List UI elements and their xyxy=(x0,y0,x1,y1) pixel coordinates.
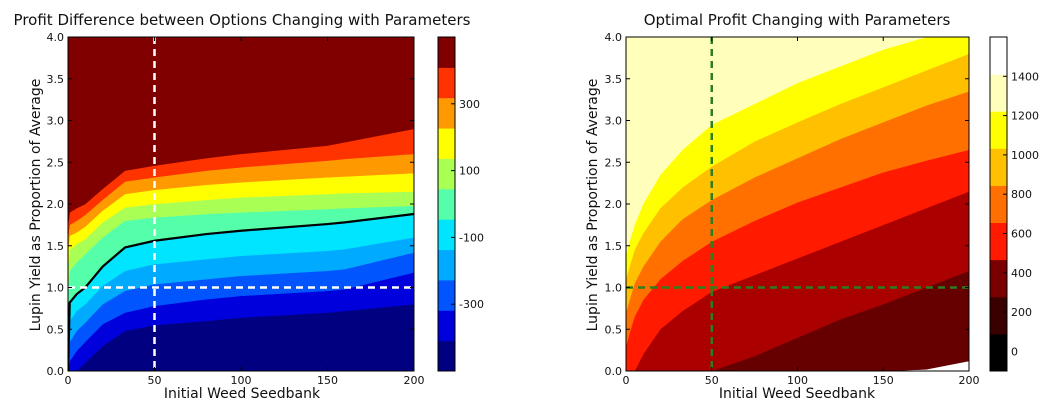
optimal-profit-panel: Optimal Profit Changing with Parameters … xyxy=(585,11,1039,402)
contour-plot-area: 0 50 100 150 200 0.0 0.5 1.0 1.5 2.0 2.5 3.0 3.5 4.0 xyxy=(605,31,980,387)
colorbar-segment xyxy=(438,188,455,220)
colorbar-tick-label: 300 xyxy=(459,98,480,111)
x-tick-label: 150 xyxy=(873,374,894,387)
y-tick-label: 3.0 xyxy=(47,115,65,128)
colorbar-frame xyxy=(989,36,1008,372)
x-tick-label: 150 xyxy=(317,374,338,387)
colorbar-tick-label: 1000 xyxy=(1011,149,1039,162)
y-tick-label: 0.5 xyxy=(605,323,623,336)
colorbar-segment xyxy=(990,222,1007,261)
colorbar-segment xyxy=(438,67,455,99)
y-tick-label: 4.0 xyxy=(605,31,623,44)
y-tick-label: 1.5 xyxy=(605,240,623,253)
colorbar-tick-label: 100 xyxy=(459,165,480,178)
colorbar-tick-label: 600 xyxy=(1011,227,1032,240)
colorbar-segment xyxy=(438,37,455,68)
x-tick-label: 100 xyxy=(787,374,808,387)
y-tick-label: 2.0 xyxy=(47,198,65,211)
colorbar-segment xyxy=(438,340,455,372)
y-tick-label: 0.5 xyxy=(47,323,65,336)
contour-plot-area: 0 50 100 150 200 0.0 0.5 1.0 1.5 2.0 2.5 3.0 3.5 4.0 xyxy=(47,31,425,387)
x-axis-label: Initial Weed Seedbank xyxy=(164,386,321,402)
profit-difference-panel: Profit Difference between Options Changi… xyxy=(14,11,484,402)
colorbar-segment xyxy=(990,148,1007,186)
y-tick-label: 3.0 xyxy=(605,115,623,128)
x-tick-label: 200 xyxy=(959,374,980,387)
y-tick-label: 0.0 xyxy=(605,365,623,378)
contour-band xyxy=(68,37,414,225)
x-tick-label: 50 xyxy=(705,374,719,387)
y-tick-label: 1.0 xyxy=(605,282,623,295)
colorbar-tick-label: 400 xyxy=(1011,267,1032,280)
colorbar-segment xyxy=(990,111,1007,149)
y-axis-label: Lupin Yield as Proportion of Average xyxy=(28,79,44,332)
colorbar-tick-label: -100 xyxy=(459,231,484,244)
colorbar-segment xyxy=(990,37,1007,75)
chart-title: Optimal Profit Changing with Parameters xyxy=(644,11,951,29)
colorbar-tick-label: -300 xyxy=(459,298,484,311)
colorbar-segment xyxy=(990,333,1007,372)
y-tick-label: 4.0 xyxy=(47,31,65,44)
colorbar-tick-label: 200 xyxy=(1011,306,1032,319)
y-tick-label: 1.0 xyxy=(47,282,65,295)
colorbar: -300 -100 100 300 xyxy=(437,36,484,372)
colorbar-segment xyxy=(438,158,455,190)
colorbar-segment xyxy=(438,279,455,311)
colorbar-tick-label: 1200 xyxy=(1011,110,1039,123)
colorbar-tick-label: 0 xyxy=(1011,345,1018,358)
colorbar: 0 200 400 600 800 1000 1200 1400 xyxy=(989,36,1039,372)
colorbar-segment xyxy=(438,219,455,251)
y-tick-label: 2.5 xyxy=(47,156,65,169)
chart-title: Profit Difference between Options Changi… xyxy=(14,11,471,29)
colorbar-frame xyxy=(437,36,456,372)
y-tick-label: 2.5 xyxy=(605,156,623,169)
colorbar-segment xyxy=(990,185,1007,224)
x-tick-label: 0 xyxy=(623,374,630,387)
colorbar-segment xyxy=(990,296,1007,335)
colorbar-segment xyxy=(438,310,455,342)
colorbar-tick-label: 800 xyxy=(1011,188,1032,201)
y-tick-label: 1.5 xyxy=(47,240,65,253)
x-tick-label: 100 xyxy=(231,374,252,387)
x-axis-label: Initial Weed Seedbank xyxy=(719,386,876,402)
colorbar-segment xyxy=(438,97,455,129)
y-tick-label: 0.0 xyxy=(47,365,65,378)
y-tick-label: 3.5 xyxy=(605,73,623,86)
colorbar-segment xyxy=(438,128,455,159)
x-tick-label: 50 xyxy=(148,374,162,387)
y-axis-label: Lupin Yield as Proportion of Average xyxy=(585,79,601,332)
colorbar-segment xyxy=(990,74,1007,112)
y-tick-label: 2.0 xyxy=(605,198,623,211)
x-tick-label: 0 xyxy=(65,374,72,387)
colorbar-tick-label: 1400 xyxy=(1011,70,1039,83)
x-tick-label: 200 xyxy=(404,374,425,387)
y-tick-label: 3.5 xyxy=(47,73,65,86)
colorbar-segment xyxy=(990,259,1007,298)
colorbar-segment xyxy=(438,249,455,281)
zero-contour-line xyxy=(68,212,414,371)
